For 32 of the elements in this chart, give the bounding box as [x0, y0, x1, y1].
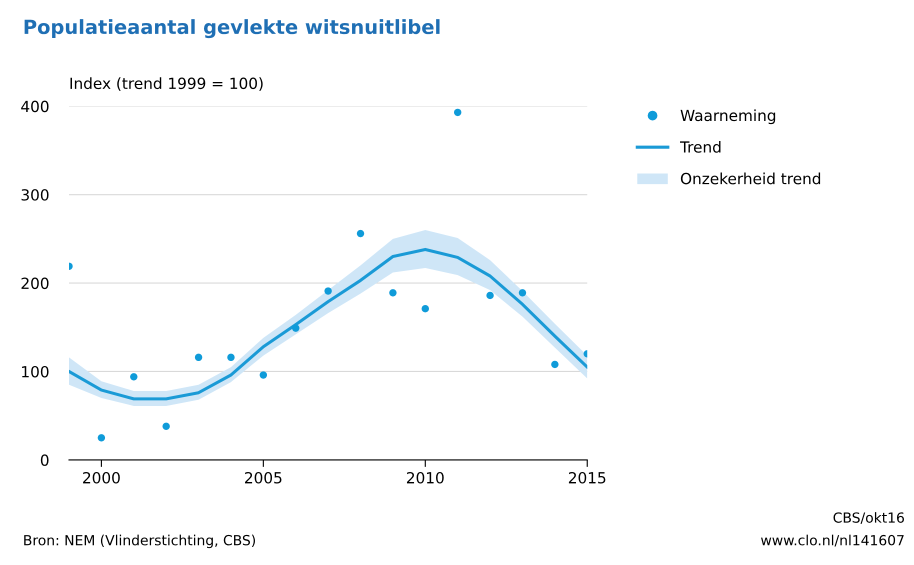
y-tick-label: 200 — [22, 278, 49, 290]
y-tick-label: 0 — [40, 454, 49, 466]
point — [356, 230, 364, 238]
x-tick-label: 2015 — [568, 472, 606, 484]
y-tick-label: 400 — [21, 100, 49, 112]
y-tick-label: 100 — [22, 366, 49, 378]
x-tick-label: 2010 — [406, 472, 444, 484]
point — [98, 434, 106, 442]
text: Bron: NEM (Vlinderstichting, CBS) — [24, 534, 255, 548]
text: www.clo.nl/nl141607 — [761, 534, 904, 547]
point — [260, 371, 268, 379]
y-axis-title: Index (trend 1999 = 100) — [70, 77, 263, 91]
point — [194, 354, 202, 362]
legend-label: Waarneming — [680, 109, 776, 124]
x-tick-label: 2005 — [245, 472, 282, 484]
chart-title: Populatieaantal gevlekte witsnuitlibel — [24, 19, 440, 38]
text: CBS/okt16 — [834, 512, 904, 524]
point — [422, 305, 429, 312]
point — [518, 289, 526, 296]
legend-label: Onzekerheid trend — [680, 172, 820, 184]
point — [454, 108, 462, 116]
point — [486, 292, 494, 300]
point — [551, 360, 559, 368]
point — [324, 287, 332, 295]
y-tick-label: 300 — [22, 189, 49, 201]
point — [162, 422, 170, 430]
x-tick-label: 2000 — [83, 472, 120, 484]
point — [130, 373, 138, 380]
legend-label: Trend — [680, 140, 720, 153]
point — [227, 354, 235, 362]
point — [389, 289, 397, 296]
point — [292, 324, 300, 332]
